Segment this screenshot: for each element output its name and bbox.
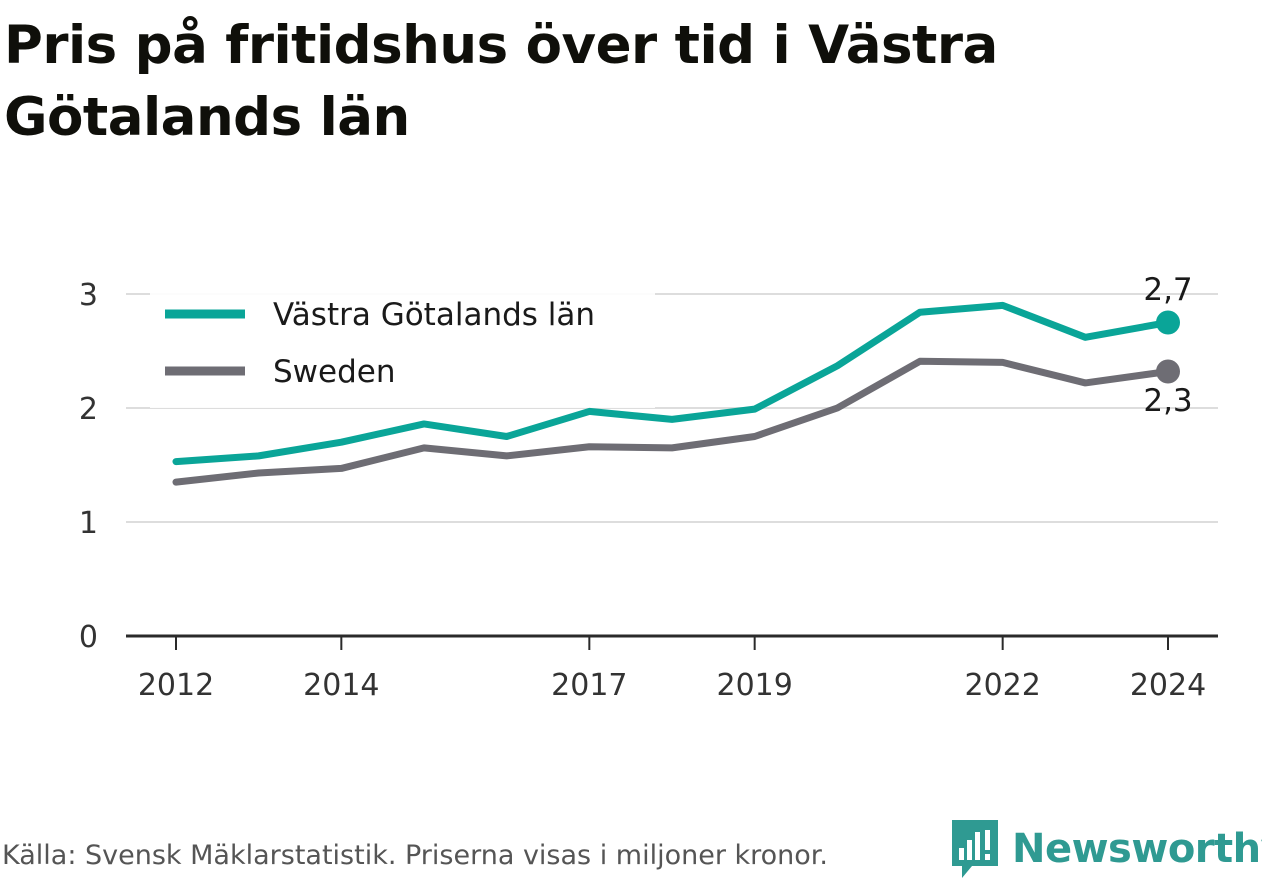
end-point-vastra-gotaland bbox=[1156, 310, 1180, 335]
source-note: Källa: Svensk Mäklarstatistik. Priserna … bbox=[2, 840, 829, 871]
y-tick-label-0: 0 bbox=[79, 620, 98, 655]
end-label-sweden: 2,3 bbox=[1143, 383, 1192, 419]
end-label-vastra-gotaland: 2,7 bbox=[1143, 272, 1192, 308]
newsworthy-logo: Newsworthy bbox=[950, 818, 1262, 880]
x-tick-label-2019: 2019 bbox=[716, 668, 792, 703]
legend: Västra Götalands län Sweden bbox=[150, 290, 655, 408]
legend-label-vastra-gotaland: Västra Götalands län bbox=[273, 297, 595, 333]
y-tick-label-1: 1 bbox=[79, 506, 98, 541]
x-axis-ticks: 2012 2014 2017 2019 2022 2024 bbox=[138, 636, 1206, 703]
x-tick-label-2014: 2014 bbox=[303, 668, 379, 703]
legend-label-sweden: Sweden bbox=[273, 354, 396, 390]
y-tick-label-3: 3 bbox=[79, 278, 98, 313]
end-point-sweden bbox=[1156, 359, 1180, 384]
series-lines bbox=[172, 301, 1180, 486]
series-line-vastra-gotaland bbox=[172, 301, 1172, 466]
y-axis-ticks: 0 1 2 3 bbox=[79, 278, 98, 655]
series-line-sweden bbox=[172, 357, 1172, 486]
x-tick-label-2012: 2012 bbox=[138, 668, 214, 703]
chart-title: Pris på fritidshus över tid i Västra Göt… bbox=[4, 15, 998, 148]
y-tick-label-2: 2 bbox=[79, 392, 98, 427]
newsworthy-chart-icon bbox=[952, 820, 998, 878]
x-tick-label-2022: 2022 bbox=[964, 668, 1040, 703]
brand-name: Newsworthy bbox=[1012, 826, 1262, 872]
x-tick-label-2024: 2024 bbox=[1130, 668, 1206, 703]
x-tick-label-2017: 2017 bbox=[551, 668, 627, 703]
